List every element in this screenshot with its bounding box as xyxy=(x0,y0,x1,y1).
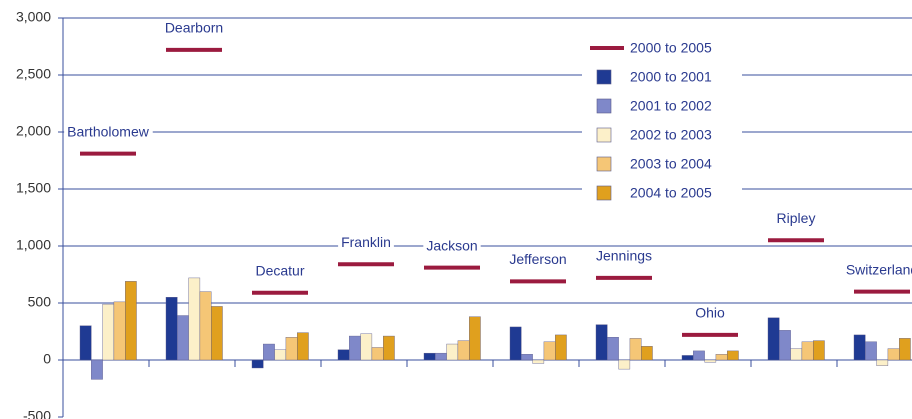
legend-swatch xyxy=(596,69,612,85)
legend-swatch xyxy=(596,156,612,172)
bar xyxy=(199,291,212,361)
bar xyxy=(629,338,642,361)
legend-background xyxy=(582,32,742,212)
bar xyxy=(457,340,470,361)
label-background xyxy=(423,236,481,255)
bar xyxy=(79,325,92,361)
legend-label: 2004 to 2005 xyxy=(630,185,712,201)
y-tick-label: -500 xyxy=(23,408,51,419)
category-label: Ohio xyxy=(695,305,725,321)
label-background xyxy=(252,261,308,280)
bar xyxy=(383,335,395,361)
bar xyxy=(865,341,877,361)
legend-swatch xyxy=(596,185,612,201)
bar xyxy=(887,348,900,361)
y-tick-label: 500 xyxy=(28,294,52,310)
bar xyxy=(853,334,866,361)
label-background xyxy=(842,260,912,279)
bar xyxy=(349,335,361,361)
bar xyxy=(371,347,384,361)
label-background xyxy=(64,122,153,141)
bar xyxy=(113,301,126,361)
bar xyxy=(681,355,694,361)
y-tick-label: 1,500 xyxy=(16,180,51,196)
bar xyxy=(801,341,814,361)
legend-label: 2003 to 2004 xyxy=(630,156,712,172)
bar xyxy=(102,303,115,361)
label-background xyxy=(338,232,394,251)
bar xyxy=(693,350,705,361)
bar xyxy=(532,359,545,364)
category-label: Decatur xyxy=(255,262,304,278)
bar xyxy=(188,277,201,361)
bar xyxy=(165,297,178,361)
bar xyxy=(595,324,608,361)
bar xyxy=(177,315,189,361)
bar xyxy=(509,326,522,361)
bar xyxy=(274,349,287,361)
bar xyxy=(446,343,459,361)
bar xyxy=(813,340,825,361)
bar xyxy=(790,348,803,361)
label-background xyxy=(506,250,570,269)
bar xyxy=(618,359,631,370)
category-label: Franklin xyxy=(341,234,391,250)
bar xyxy=(876,359,889,366)
bar xyxy=(543,341,556,361)
bar xyxy=(210,306,223,361)
bar xyxy=(360,333,373,361)
category-label: Bartholomew xyxy=(67,123,150,139)
bar xyxy=(521,354,533,361)
category-label: Dearborn xyxy=(165,20,223,36)
bar xyxy=(779,330,791,361)
bar xyxy=(435,352,447,361)
legend-label: 2000 to 2005 xyxy=(630,40,712,56)
bar xyxy=(297,332,309,361)
bar xyxy=(767,317,780,361)
bar xyxy=(607,337,619,361)
legend-label: 2000 to 2001 xyxy=(630,69,712,85)
bar xyxy=(469,316,481,361)
category-label: Jackson xyxy=(426,237,477,253)
legend-label: 2001 to 2002 xyxy=(630,98,712,114)
label-background xyxy=(161,18,227,37)
category-label: Switzerland xyxy=(846,261,912,277)
y-tick-label: 0 xyxy=(43,351,51,367)
bar xyxy=(124,281,137,361)
bar xyxy=(423,352,436,361)
category-label: Jefferson xyxy=(509,251,566,267)
label-background xyxy=(592,246,656,265)
bar xyxy=(285,337,298,361)
label-background xyxy=(692,303,728,322)
y-tick-label: 2,000 xyxy=(16,123,51,139)
y-tick-label: 1,000 xyxy=(16,237,51,253)
bar xyxy=(715,354,728,361)
y-tick-label: 3,000 xyxy=(16,9,51,25)
bar xyxy=(641,346,653,361)
label-background xyxy=(773,209,819,228)
bar xyxy=(337,349,350,361)
category-label: Ripley xyxy=(777,210,816,226)
bar xyxy=(899,338,911,361)
legend-swatch xyxy=(596,127,612,143)
bar xyxy=(263,343,275,361)
legend-swatch xyxy=(596,98,612,114)
bar xyxy=(727,350,739,361)
bar xyxy=(251,359,264,369)
bar xyxy=(91,359,103,380)
legend-label: 2002 to 2003 xyxy=(630,127,712,143)
bar xyxy=(555,334,567,361)
y-tick-label: 2,500 xyxy=(16,66,51,82)
bar xyxy=(704,359,717,363)
category-label: Jennings xyxy=(596,248,652,264)
